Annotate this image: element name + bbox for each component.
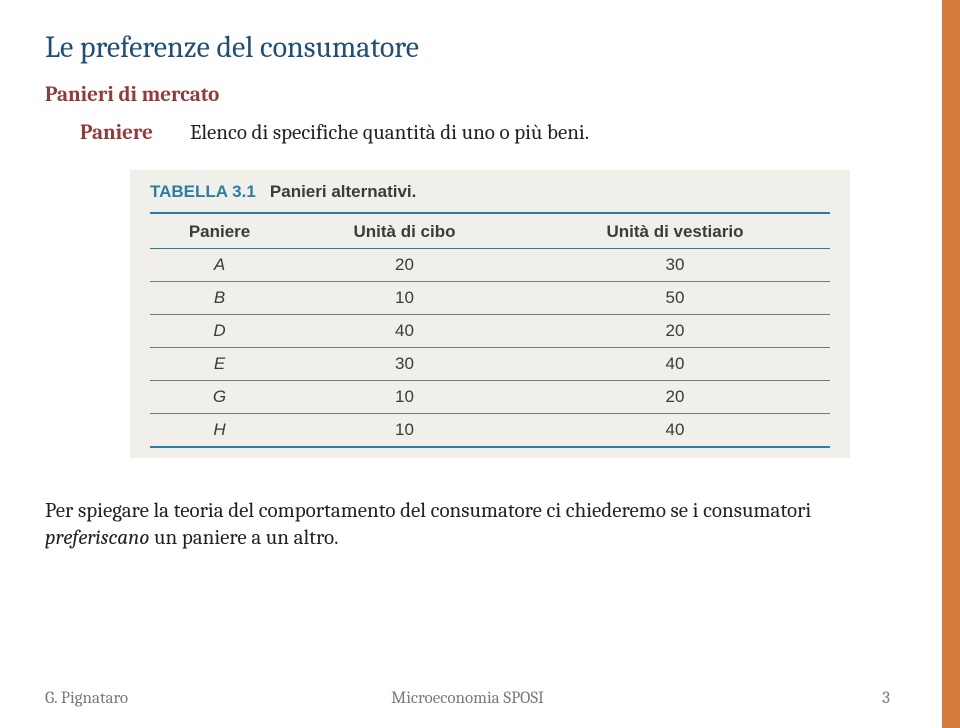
- cell: 30: [520, 249, 830, 282]
- explain-post: un paniere a un altro.: [149, 526, 338, 550]
- definition-row: Paniere Elenco di specifiche quantità di…: [80, 121, 890, 145]
- table-label-bold: TABELLA 3.1: [150, 182, 256, 201]
- cell: A: [150, 249, 289, 282]
- table-row: E 30 40: [150, 348, 830, 381]
- table-row: H 10 40: [150, 414, 830, 448]
- table-row: G 10 20: [150, 381, 830, 414]
- cell: 10: [289, 282, 520, 315]
- cell: E: [150, 348, 289, 381]
- footer: G. Pignataro Microeconomia SPOSI 3: [45, 689, 890, 708]
- cell: 10: [289, 414, 520, 448]
- cell: 40: [520, 348, 830, 381]
- cell: H: [150, 414, 289, 448]
- col-header: Unità di cibo: [289, 213, 520, 249]
- slide-content: Le preferenze del consumatore Panieri di…: [0, 0, 960, 553]
- explain-em: preferiscano: [45, 526, 149, 550]
- data-table: Paniere Unità di cibo Unità di vestiario…: [150, 212, 830, 448]
- accent-bar: [942, 0, 960, 728]
- definition-term: Paniere: [80, 121, 190, 145]
- definition-text: Elenco di specifiche quantità di uno o p…: [190, 121, 890, 145]
- cell: 10: [289, 381, 520, 414]
- cell: 30: [289, 348, 520, 381]
- table-header-row: Paniere Unità di cibo Unità di vestiario: [150, 213, 830, 249]
- cell: 20: [289, 249, 520, 282]
- cell: D: [150, 315, 289, 348]
- cell: 20: [520, 315, 830, 348]
- explain-pre: Per spiegare la teoria del comportamento…: [45, 499, 811, 523]
- table-box: TABELLA 3.1 Panieri alternativi. Paniere…: [130, 170, 850, 458]
- cell: B: [150, 282, 289, 315]
- cell: 50: [520, 282, 830, 315]
- table-label-rest: Panieri alternativi.: [270, 182, 416, 201]
- cell: 40: [520, 414, 830, 448]
- table-row: A 20 30: [150, 249, 830, 282]
- col-header: Paniere: [150, 213, 289, 249]
- cell: 20: [520, 381, 830, 414]
- footer-course: Microeconomia SPOSI: [45, 689, 890, 708]
- cell: G: [150, 381, 289, 414]
- page-title: Le preferenze del consumatore: [45, 30, 890, 65]
- cell: 40: [289, 315, 520, 348]
- table-row: B 10 50: [150, 282, 830, 315]
- subtitle: Panieri di mercato: [45, 83, 890, 107]
- table-caption: TABELLA 3.1 Panieri alternativi.: [130, 182, 850, 212]
- col-header: Unità di vestiario: [520, 213, 830, 249]
- table-row: D 40 20: [150, 315, 830, 348]
- explain-text: Per spiegare la teoria del comportamento…: [45, 498, 890, 553]
